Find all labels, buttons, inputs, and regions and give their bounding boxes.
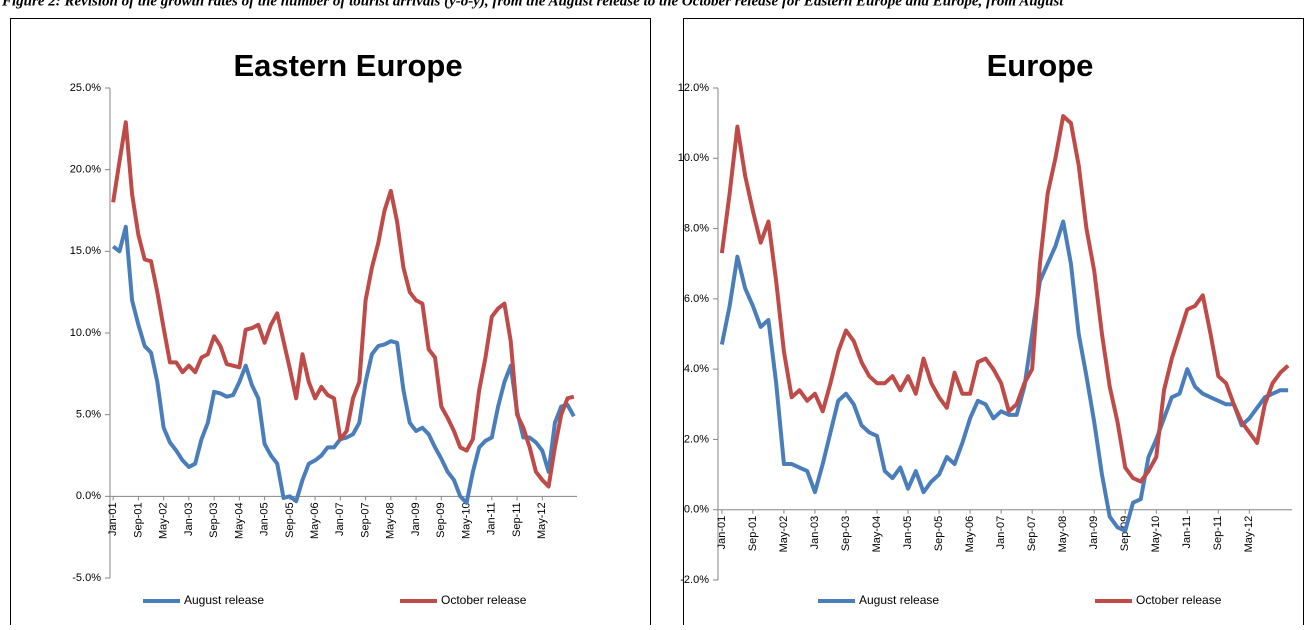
x-tick-label: Sep-11 — [511, 502, 523, 537]
x-tick-label: May-02 — [158, 502, 170, 539]
x-tick-label: May-10 — [460, 502, 472, 539]
x-tick-label: Jan-09 — [410, 502, 422, 536]
chart-title: Eastern Europe — [233, 48, 462, 83]
y-tick-label: 4.0% — [684, 363, 709, 375]
y-tick-label: 2.0% — [684, 433, 709, 445]
x-tick-label: Jan-03 — [809, 516, 821, 550]
x-tick-label: Jan-01 — [107, 502, 119, 536]
x-tick-label: Jan-05 — [259, 502, 271, 536]
x-tick-label: Sep-11 — [1212, 516, 1224, 551]
chart: Europe -2.0% 0.0% 2.0% 4.0% 6.0% 8.0% 10.0% 12.0… — [678, 48, 1292, 607]
y-tick-label: 6.0% — [684, 293, 709, 305]
chart-title: Europe — [987, 48, 1094, 83]
x-tick-label: May-12 — [1243, 516, 1255, 553]
y-tick-label: 10.0% — [678, 152, 709, 164]
chart: Eastern Europe -5.0% 0.0% 5.0% 10.0% 15.0% 20.… — [70, 48, 577, 607]
x-tick-label: May-04 — [871, 516, 883, 553]
x-tick-label: Jan-11 — [1181, 516, 1193, 549]
caption: Figure 2: Revision of the growth rates o… — [1, 0, 1064, 9]
x-tick-label: Sep-01 — [747, 516, 759, 551]
legend-label: August release — [859, 593, 939, 607]
x-tick-label: Jan-11 — [486, 502, 498, 535]
x-tick-label: May-04 — [233, 502, 245, 539]
series-line — [719, 219, 1289, 533]
x-tick-label: May-02 — [778, 516, 790, 553]
x-tick-label: May-08 — [1057, 516, 1069, 553]
y-tick-label: 25.0% — [70, 82, 101, 94]
x-tick-label: Sep-03 — [208, 502, 220, 537]
y-tick-label: 10.0% — [70, 327, 101, 339]
y-tick-label: 20.0% — [70, 164, 101, 176]
x-tick-label: Jan-01 — [716, 516, 728, 550]
y-tick-label: -5.0% — [72, 572, 101, 584]
series-line — [719, 114, 1290, 484]
legend-label: October release — [441, 593, 527, 607]
x-tick-label: Sep-05 — [284, 502, 296, 537]
legend-label: October release — [1136, 593, 1222, 607]
x-tick-label: Jan-05 — [902, 516, 914, 550]
legend-label: August release — [184, 593, 264, 607]
x-tick-label: May-08 — [385, 502, 397, 539]
x-tick-label: Sep-07 — [1026, 516, 1038, 551]
x-tick-label: Jan-09 — [1088, 516, 1100, 550]
x-tick-label: Sep-05 — [933, 516, 945, 551]
chart-frame — [10, 18, 651, 630]
series-line — [111, 224, 576, 505]
y-tick-label: 5.0% — [76, 409, 101, 421]
y-tick-label: 15.0% — [70, 245, 101, 257]
x-tick-label: Sep-01 — [132, 502, 144, 537]
x-tick-label: May-12 — [536, 502, 548, 539]
y-tick-label: 8.0% — [684, 222, 709, 234]
x-tick-label: May-10 — [1150, 516, 1162, 553]
chart-frame — [683, 18, 1304, 630]
x-tick-label: Jan-03 — [183, 502, 195, 536]
y-tick-label: 0.0% — [684, 504, 709, 516]
x-tick-label: Sep-07 — [359, 502, 371, 537]
x-tick-label: Sep-09 — [435, 502, 447, 537]
x-tick-label: Jan-07 — [334, 502, 346, 536]
y-tick-label: -2.0% — [680, 574, 709, 586]
x-tick-label: May-06 — [964, 516, 976, 553]
x-tick-label: Sep-03 — [840, 516, 852, 551]
y-tick-label: 12.0% — [678, 82, 709, 94]
x-tick-label: Jan-07 — [995, 516, 1007, 550]
x-tick-label: May-06 — [309, 502, 321, 539]
series-line — [111, 120, 575, 489]
y-tick-label: 0.0% — [76, 490, 101, 502]
